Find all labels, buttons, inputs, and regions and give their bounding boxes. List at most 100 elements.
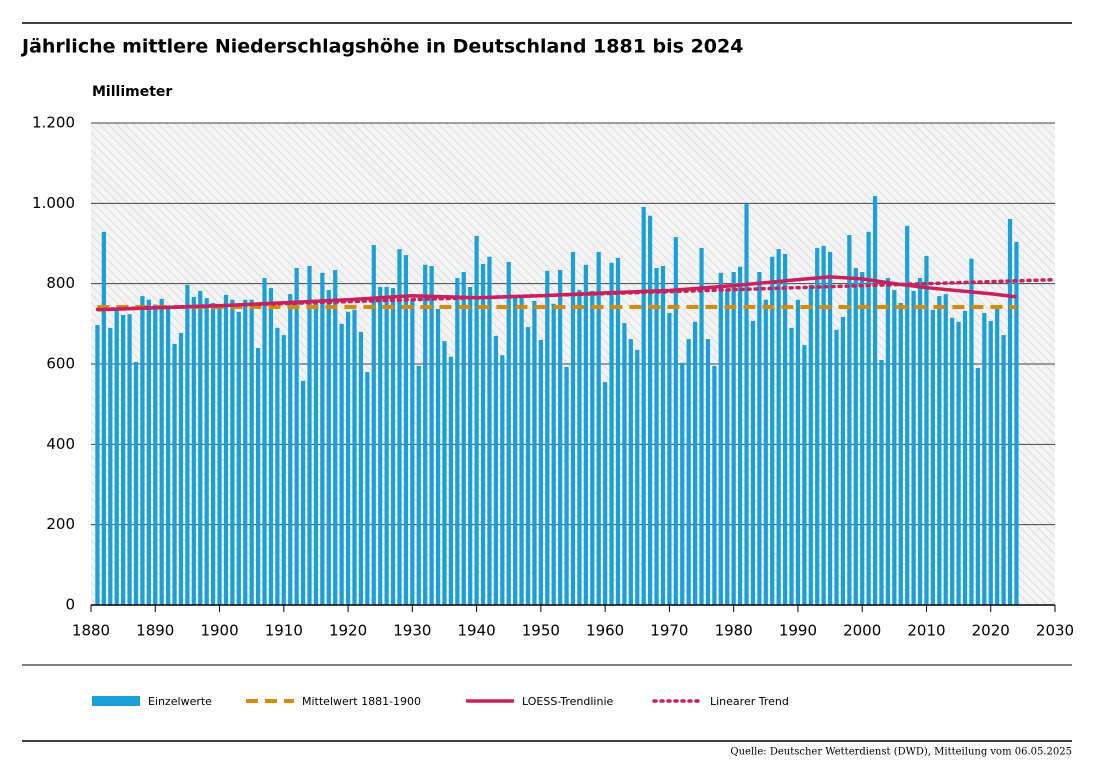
bar (699, 247, 704, 605)
line (95, 277, 1057, 312)
bar (551, 303, 556, 605)
bar (615, 257, 621, 605)
bar (924, 255, 929, 605)
bar (603, 382, 608, 605)
bar (956, 321, 961, 605)
bar (333, 270, 338, 605)
x-tick-label: 2000 (843, 622, 881, 640)
bar (641, 206, 646, 605)
bar (917, 278, 923, 605)
x-tick-label: 2030 (1036, 622, 1074, 640)
bar (905, 225, 910, 605)
bar (410, 299, 415, 605)
bar (545, 270, 550, 605)
bar (628, 339, 633, 605)
bar (570, 251, 576, 605)
x-tick-label: 2020 (972, 622, 1010, 640)
legend-label: Linearer Trend (710, 695, 789, 708)
bar (339, 323, 344, 605)
y-tick-label: 0 (65, 596, 75, 614)
bar (313, 299, 319, 605)
bar (776, 249, 781, 605)
bar (583, 264, 588, 605)
bar (217, 307, 222, 605)
bar (455, 278, 460, 605)
bar (365, 372, 370, 605)
bar (622, 323, 627, 605)
bar (525, 327, 531, 605)
bar (371, 245, 376, 605)
x-tick-label: 1980 (715, 622, 753, 640)
bar (770, 256, 775, 605)
bar (564, 366, 569, 605)
bar (654, 268, 659, 605)
bar (172, 343, 177, 605)
bar (827, 251, 833, 605)
x-tick-label: 1930 (393, 622, 431, 640)
bar (872, 196, 878, 605)
bar (121, 314, 126, 605)
bar (140, 296, 145, 605)
x-tick-label: 1970 (650, 622, 688, 640)
bar (326, 290, 331, 605)
bar (268, 288, 274, 605)
bar (995, 304, 1000, 605)
bar (763, 299, 768, 605)
bar (435, 308, 441, 605)
bar (133, 361, 139, 605)
bar (596, 251, 601, 605)
bar (500, 355, 505, 605)
bar (448, 356, 453, 605)
y-tick-label: 1.000 (32, 194, 75, 212)
bar (648, 215, 653, 605)
chart-title: Jährliche mittlere Niederschlagshöhe in … (20, 36, 743, 58)
bar (834, 329, 839, 605)
bar (667, 312, 672, 605)
bar (416, 366, 421, 605)
bar (538, 339, 543, 605)
bar (853, 268, 858, 605)
bar (725, 290, 730, 605)
bar (635, 349, 640, 605)
bar (358, 331, 364, 605)
bar (294, 268, 299, 605)
legend-label: LOESS-Trendlinie (522, 695, 614, 708)
bar (911, 290, 916, 605)
bar (821, 245, 826, 605)
x-tick-label: 2010 (907, 622, 945, 640)
x-tick-label: 1950 (522, 622, 560, 640)
bar (577, 290, 582, 605)
bar (673, 237, 678, 605)
bar (378, 286, 383, 605)
y-tick-label: 200 (46, 515, 75, 533)
y-tick-label: 1.200 (32, 114, 75, 132)
bar (281, 335, 286, 605)
bar (705, 339, 711, 605)
bar (937, 296, 942, 605)
bar (750, 321, 756, 605)
bar (808, 284, 813, 605)
bar (1014, 241, 1019, 606)
x-tick-label: 1900 (200, 622, 238, 640)
bar (840, 317, 846, 605)
bar (718, 272, 723, 605)
bar (892, 290, 897, 605)
bar (275, 327, 280, 605)
bar (384, 286, 389, 605)
bar (519, 296, 524, 605)
bar (866, 231, 871, 605)
bar (731, 272, 736, 605)
bar (166, 305, 171, 605)
bar (178, 333, 184, 605)
bar (243, 299, 248, 605)
x-tick-label: 1960 (586, 622, 624, 640)
bar (815, 247, 820, 605)
y-axis-label: Millimeter (92, 84, 172, 100)
bar (982, 312, 987, 605)
bar (300, 380, 306, 605)
bar (223, 294, 229, 605)
bar (789, 327, 794, 605)
bar (1001, 335, 1006, 605)
bar (307, 265, 312, 605)
